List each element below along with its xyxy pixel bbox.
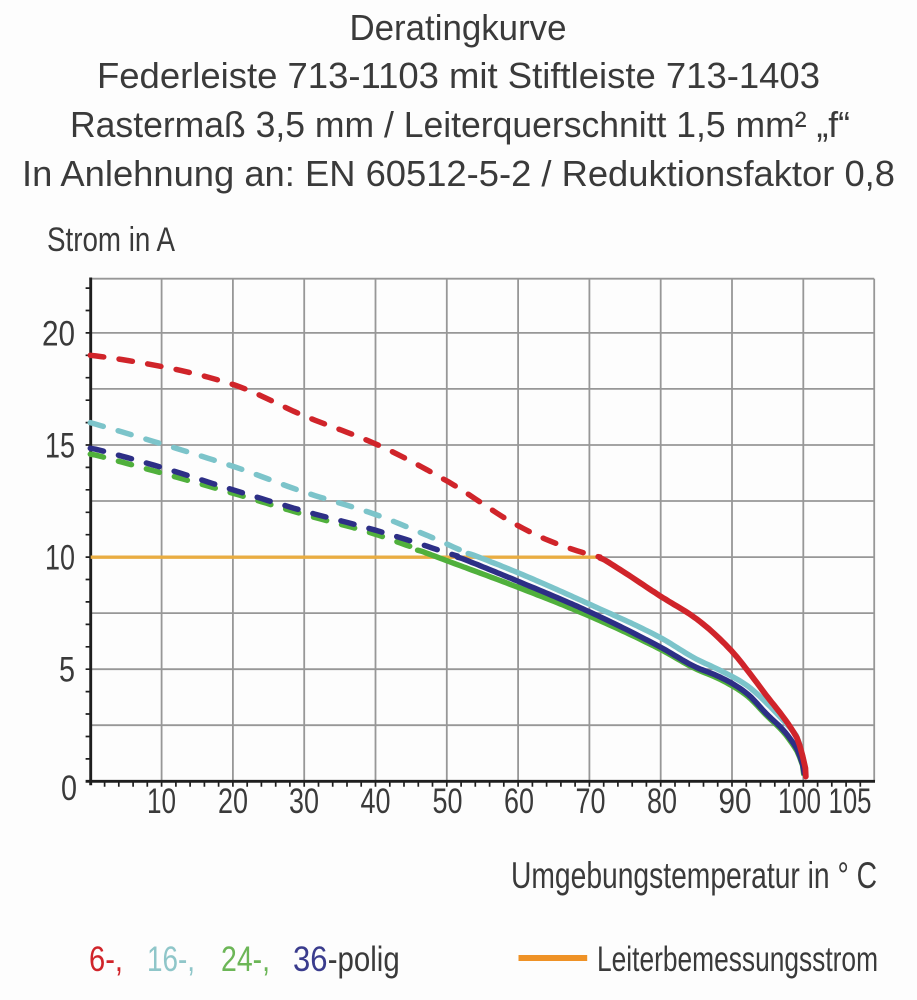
svg-text:70: 70 <box>576 782 606 821</box>
svg-text:40: 40 <box>361 782 391 821</box>
svg-text:100: 100 <box>778 782 821 821</box>
svg-text:24-,: 24-, <box>221 940 270 979</box>
svg-text:Federleiste 713-1103 mit Stift: Federleiste 713-1103 mit Stiftleiste 713… <box>97 55 820 96</box>
svg-text:In Anlehnung an: EN 60512-5-2: In Anlehnung an: EN 60512-5-2 / Reduktio… <box>22 153 895 194</box>
svg-text:30: 30 <box>289 782 319 821</box>
svg-text:105: 105 <box>829 782 872 821</box>
svg-text:10: 10 <box>45 539 75 578</box>
svg-text:10: 10 <box>147 782 176 821</box>
svg-text:20: 20 <box>218 782 248 821</box>
svg-text:36: 36 <box>293 940 328 979</box>
svg-text:Rastermaß 3,5 mm / Leiterquers: Rastermaß 3,5 mm / Leiterquerschnitt 1,5… <box>70 104 850 145</box>
svg-text:-polig: -polig <box>328 940 400 979</box>
svg-text:6-,: 6-, <box>89 940 123 979</box>
svg-text:Leiterbemessungsstrom: Leiterbemessungsstrom <box>597 940 878 979</box>
svg-text:5: 5 <box>59 651 75 690</box>
svg-text:50: 50 <box>433 782 463 821</box>
svg-text:Umgebungstemperatur in ° C: Umgebungstemperatur in ° C <box>511 855 877 896</box>
svg-text:90: 90 <box>719 782 752 821</box>
svg-text:60: 60 <box>504 782 534 821</box>
svg-text:15: 15 <box>45 427 75 466</box>
svg-text:Deratingkurve: Deratingkurve <box>350 7 567 48</box>
svg-text:Strom in A: Strom in A <box>47 221 175 259</box>
svg-text:80: 80 <box>647 782 677 821</box>
svg-text:16-,: 16-, <box>147 940 195 979</box>
svg-text:20: 20 <box>42 315 75 354</box>
svg-text:0: 0 <box>61 769 77 808</box>
